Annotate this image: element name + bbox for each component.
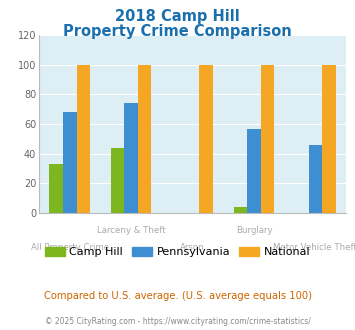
Bar — [200, 65, 213, 213]
Text: © 2025 CityRating.com - https://www.cityrating.com/crime-statistics/: © 2025 CityRating.com - https://www.city… — [45, 317, 310, 326]
Bar — [308, 145, 322, 213]
Bar — [234, 207, 247, 213]
Bar — [63, 112, 77, 213]
Bar — [261, 65, 274, 213]
Text: Burglary: Burglary — [236, 226, 272, 235]
Text: Arson: Arson — [180, 243, 205, 251]
Text: 2018 Camp Hill: 2018 Camp Hill — [115, 9, 240, 24]
Bar — [322, 65, 336, 213]
Bar — [124, 103, 138, 213]
Bar — [247, 128, 261, 213]
Text: Larceny & Theft: Larceny & Theft — [97, 226, 165, 235]
Bar — [138, 65, 152, 213]
Bar — [111, 148, 124, 213]
Text: Compared to U.S. average. (U.S. average equals 100): Compared to U.S. average. (U.S. average … — [44, 291, 311, 301]
Text: All Property Crime: All Property Crime — [31, 243, 109, 251]
Legend: Camp Hill, Pennsylvania, National: Camp Hill, Pennsylvania, National — [40, 242, 315, 262]
Bar — [49, 164, 63, 213]
Bar — [77, 65, 90, 213]
Text: Motor Vehicle Theft: Motor Vehicle Theft — [273, 243, 355, 251]
Text: Property Crime Comparison: Property Crime Comparison — [63, 24, 292, 39]
